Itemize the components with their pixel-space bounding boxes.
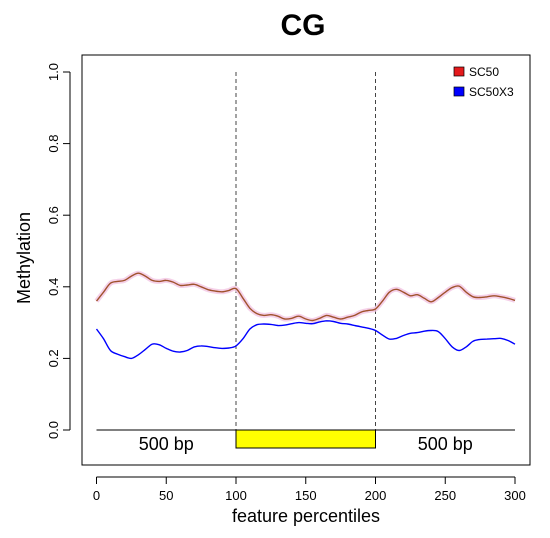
legend-swatch-sc50x3	[453, 86, 465, 97]
plot-frame	[81, 54, 531, 466]
downstream-region-label: 500 bp	[418, 434, 473, 454]
y-tick-label: 0.4	[46, 278, 61, 296]
x-tick-label: 150	[295, 488, 317, 503]
upstream-region-label: 500 bp	[139, 434, 194, 454]
x-tick-label: 200	[365, 488, 387, 503]
x-tick-label: 250	[434, 488, 456, 503]
x-tick-label: 100	[225, 488, 247, 503]
series-line-glow-sc50	[94, 270, 516, 324]
x-tick-label: 0	[93, 488, 100, 503]
y-axis-label: Methylation	[14, 212, 34, 304]
series-line-sc50x3	[95, 320, 516, 360]
feature-body-box	[235, 429, 376, 449]
chart-title: CG	[281, 9, 326, 42]
legend-label-sc50x3: SC50X3	[469, 85, 514, 99]
legend-swatch-sc50	[453, 66, 465, 77]
y-tick-label: 0.6	[46, 206, 61, 224]
legend-label-sc50: SC50	[469, 65, 499, 79]
y-tick-label: 0.2	[46, 349, 61, 367]
x-axis-label: feature percentiles	[232, 506, 380, 526]
y-tick-label: 0.0	[46, 421, 61, 439]
y-tick-label: 1.0	[46, 63, 61, 81]
y-tick-label: 0.8	[46, 135, 61, 153]
x-tick-label: 300	[504, 488, 526, 503]
x-tick-label: 50	[159, 488, 173, 503]
series-line-sc50	[95, 272, 516, 322]
plot-area: 0 50 100 150 200 250 300 0.0 0.2 0.4 0.6 0.8 1.0 500 …	[46, 54, 531, 503]
